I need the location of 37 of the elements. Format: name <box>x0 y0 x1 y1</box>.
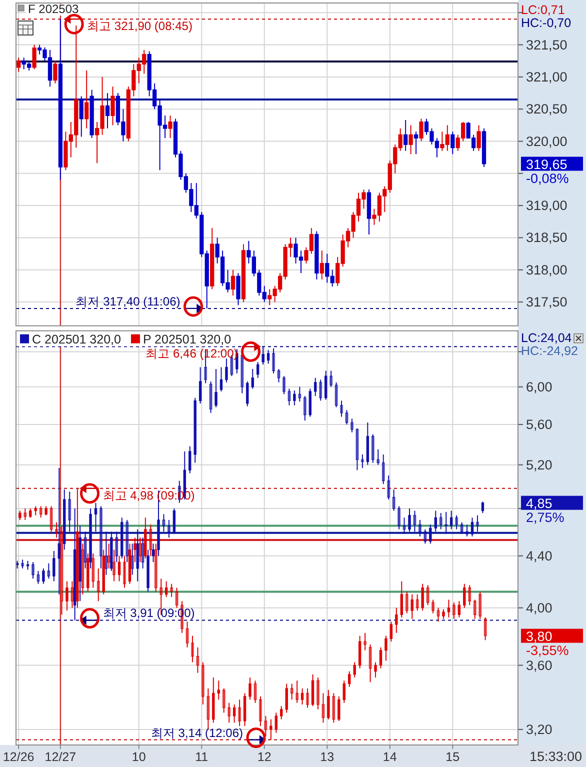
y-tick-label: 318,00 <box>526 262 568 278</box>
text: -3,55% <box>526 642 569 658</box>
text: 2,75% <box>526 510 564 525</box>
y-tick-label: 3,20 <box>526 722 552 737</box>
y-tick-label: 319,00 <box>526 198 568 214</box>
text: -0,08% <box>526 170 569 186</box>
x-tick-label: 12 <box>257 750 272 764</box>
text: LC:24,04 <box>521 330 572 345</box>
x-tick-label: 13 <box>320 750 334 764</box>
y-tick-label: 317,50 <box>526 294 568 310</box>
x-tick-label: 11 <box>195 750 208 764</box>
text: HC:-24,92 <box>521 344 578 358</box>
y-tick-label: 3,60 <box>526 658 552 673</box>
y-tick-label: 6,00 <box>526 379 552 394</box>
y-tick-label: 320,50 <box>526 102 568 117</box>
x-tick-label: 10 <box>132 750 146 764</box>
y-tick-label: 321,00 <box>526 69 568 84</box>
y-tick-label: 320,00 <box>526 134 568 149</box>
y-tick-label: 4,00 <box>526 600 552 616</box>
x-tick-label: 12/26 <box>2 750 34 764</box>
legend-label: C 202501 320,0 <box>32 332 122 346</box>
text: HC:-0,70 <box>521 16 572 30</box>
legend-label: P 202501 320,0 <box>142 332 232 346</box>
x-tick-label: 15 <box>446 750 460 764</box>
chart-title: F 202503 <box>28 2 80 16</box>
y-tick-label: 5,60 <box>526 416 552 432</box>
y-tick-label: 5,20 <box>526 457 552 472</box>
text: 15:33:00 <box>529 749 582 764</box>
x-tick-label: 12/27 <box>44 750 76 764</box>
ref-line-label: 최저 317,40 (11:06) <box>76 294 180 308</box>
y-tick-label: 318,50 <box>526 230 568 246</box>
y-tick-label: 321,50 <box>526 37 568 52</box>
x-tick-label: 14 <box>382 750 397 764</box>
text: LC:0,71 <box>521 3 565 17</box>
ref-line-label: 최고 321,90 (08:45) <box>87 19 192 34</box>
ref-line-label: 최저 3,14 (12:06) <box>150 726 243 740</box>
y-tick-label: 4,40 <box>526 548 552 564</box>
